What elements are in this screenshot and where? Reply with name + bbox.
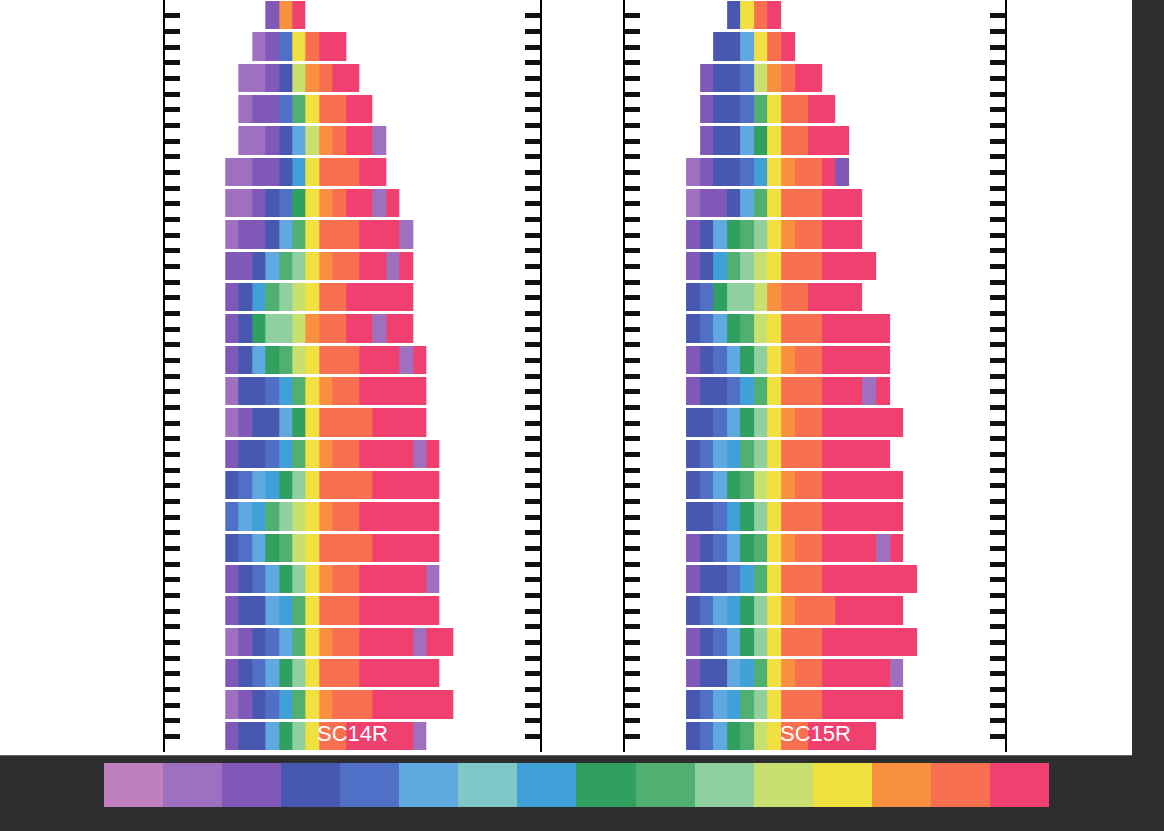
svg-text:SC14R: SC14R bbox=[317, 721, 388, 746]
svg-text:SC15R: SC15R bbox=[780, 721, 851, 746]
